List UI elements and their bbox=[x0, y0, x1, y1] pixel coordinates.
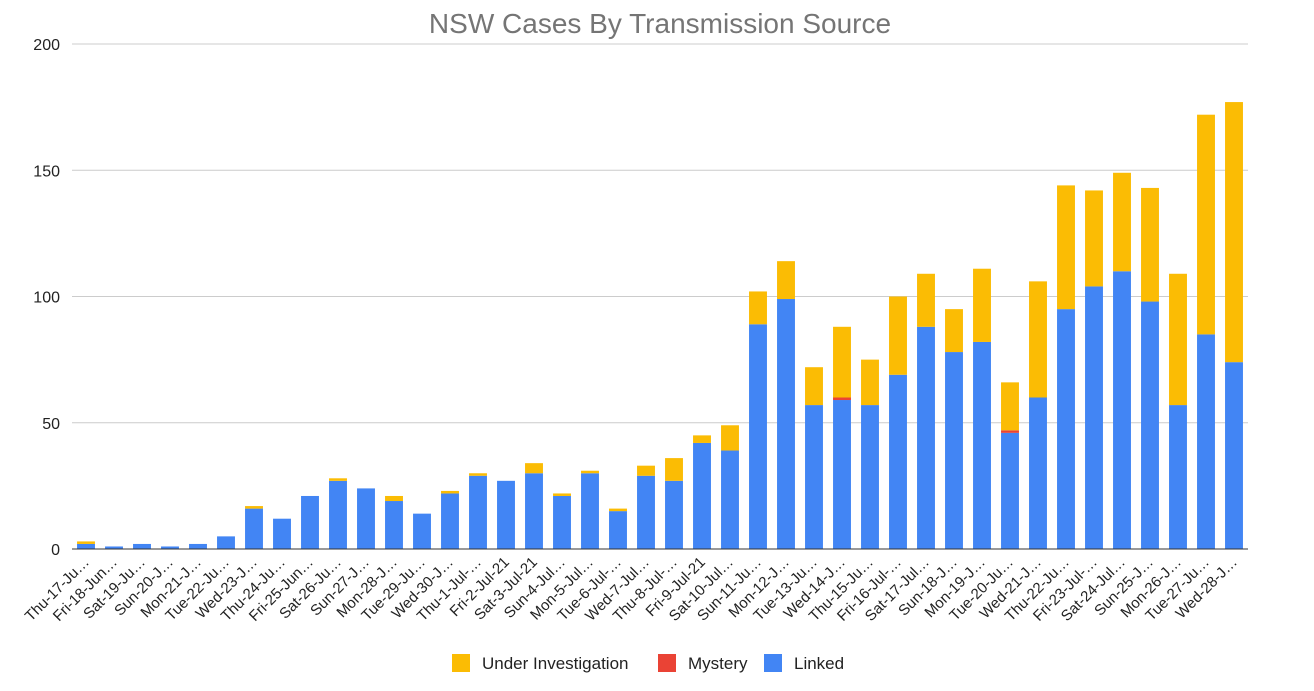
y-tick-label: 200 bbox=[33, 37, 60, 54]
bar-segment-linked bbox=[1029, 397, 1047, 549]
bar-segment-linked bbox=[1085, 286, 1103, 549]
bar-segment-linked bbox=[133, 543, 151, 549]
legend-swatch bbox=[764, 654, 782, 672]
legend: Under Investigation Mystery Linked bbox=[452, 654, 844, 673]
bar-segment-linked bbox=[1169, 405, 1187, 549]
bar-segment-under-investigation bbox=[1197, 114, 1215, 335]
bar-segment-linked bbox=[385, 501, 403, 549]
bar-segment-under-investigation bbox=[609, 508, 627, 512]
bar-segment-linked bbox=[749, 324, 767, 549]
bars bbox=[77, 102, 1243, 549]
bar-segment-mystery bbox=[1001, 430, 1019, 433]
bar-segment-linked bbox=[581, 473, 599, 549]
legend-swatch bbox=[452, 654, 470, 672]
bar-segment-under-investigation bbox=[553, 493, 571, 496]
bar-segment-under-investigation bbox=[441, 490, 459, 494]
bar-segment-linked bbox=[1197, 334, 1215, 549]
bar-segment-under-investigation bbox=[245, 506, 263, 509]
bar-segment-linked bbox=[273, 518, 291, 549]
bar-segment-under-investigation bbox=[973, 268, 991, 342]
bar-segment-under-investigation bbox=[1225, 102, 1243, 363]
bar-segment-linked bbox=[525, 473, 543, 549]
bar-segment-under-investigation bbox=[721, 425, 739, 451]
bar-segment-under-investigation bbox=[525, 463, 543, 474]
y-tick-label: 50 bbox=[42, 416, 60, 433]
gridlines bbox=[72, 43, 1248, 424]
bar-segment-linked bbox=[693, 442, 711, 549]
bar-segment-under-investigation bbox=[805, 367, 823, 406]
bar-segment-linked bbox=[1001, 432, 1019, 549]
bar-segment-linked bbox=[469, 475, 487, 549]
bar-segment-linked bbox=[217, 536, 235, 549]
bar-segment-under-investigation bbox=[1169, 273, 1187, 406]
bar-segment-under-investigation bbox=[1141, 187, 1159, 302]
bar-segment-linked bbox=[1225, 362, 1243, 549]
x-axis-ticks: Thu-17-Ju…Fri-18-Jun…Sat-19-Ju…Sun-20-J…… bbox=[22, 554, 1241, 625]
bar-segment-under-investigation bbox=[637, 465, 655, 476]
bar-segment-linked bbox=[721, 450, 739, 549]
bar-segment-linked bbox=[413, 513, 431, 549]
bar-segment-linked bbox=[833, 400, 851, 549]
bar-segment-under-investigation bbox=[1057, 185, 1075, 310]
legend-label: Mystery bbox=[688, 654, 748, 673]
bar-segment-under-investigation bbox=[917, 273, 935, 327]
legend-label: Under Investigation bbox=[482, 654, 628, 673]
bar-segment-linked bbox=[441, 493, 459, 549]
chart-title: NSW Cases By Transmission Source bbox=[429, 8, 891, 39]
bar-segment-under-investigation bbox=[833, 326, 851, 398]
bar-segment-linked bbox=[105, 546, 123, 549]
bar-segment-under-investigation bbox=[693, 435, 711, 443]
bar-segment-linked bbox=[945, 352, 963, 549]
bar-segment-linked bbox=[497, 480, 515, 549]
bar-segment-under-investigation bbox=[1001, 382, 1019, 431]
legend-swatch bbox=[658, 654, 676, 672]
bar-segment-linked bbox=[973, 341, 991, 549]
bar-segment-under-investigation bbox=[777, 261, 795, 300]
bar-segment-under-investigation bbox=[469, 473, 487, 476]
bar-segment-under-investigation bbox=[77, 541, 95, 544]
bar-segment-linked bbox=[77, 543, 95, 549]
bar-segment-linked bbox=[665, 480, 683, 549]
bar-segment-under-investigation bbox=[1085, 190, 1103, 287]
y-tick-label: 0 bbox=[51, 542, 60, 559]
bar-segment-mystery bbox=[833, 397, 851, 401]
legend-label: Linked bbox=[794, 654, 844, 673]
bar-segment-under-investigation bbox=[1029, 281, 1047, 398]
y-axis-ticks: 0 50 100 150 200 bbox=[33, 37, 60, 559]
bar-segment-linked bbox=[329, 480, 347, 549]
bar-segment-under-investigation bbox=[861, 359, 879, 406]
y-tick-label: 150 bbox=[33, 163, 60, 180]
bar-segment-linked bbox=[805, 405, 823, 549]
bar-segment-linked bbox=[1141, 301, 1159, 549]
bar-segment-linked bbox=[189, 543, 207, 549]
bar-segment-linked bbox=[553, 495, 571, 549]
bar-segment-under-investigation bbox=[749, 291, 767, 325]
bar-segment-linked bbox=[357, 488, 375, 549]
bar-segment-linked bbox=[609, 511, 627, 549]
y-tick-label: 100 bbox=[33, 290, 60, 307]
bar-segment-linked bbox=[637, 475, 655, 549]
bar-segment-linked bbox=[301, 495, 319, 549]
bar-segment-linked bbox=[245, 508, 263, 549]
bar-segment-linked bbox=[889, 374, 907, 549]
bar-segment-under-investigation bbox=[945, 309, 963, 353]
bar-segment-linked bbox=[1113, 271, 1131, 549]
bar-segment-linked bbox=[917, 326, 935, 549]
bar-segment-linked bbox=[861, 405, 879, 549]
bar-segment-under-investigation bbox=[1113, 172, 1131, 272]
bar-segment-under-investigation bbox=[581, 470, 599, 474]
bar-segment-linked bbox=[777, 299, 795, 549]
bar-segment-under-investigation bbox=[385, 495, 403, 502]
bar-segment-under-investigation bbox=[329, 478, 347, 481]
bar-segment-under-investigation bbox=[889, 296, 907, 375]
bar-segment-linked bbox=[161, 546, 179, 549]
bar-segment-linked bbox=[1057, 309, 1075, 549]
bar-segment-under-investigation bbox=[665, 458, 683, 481]
